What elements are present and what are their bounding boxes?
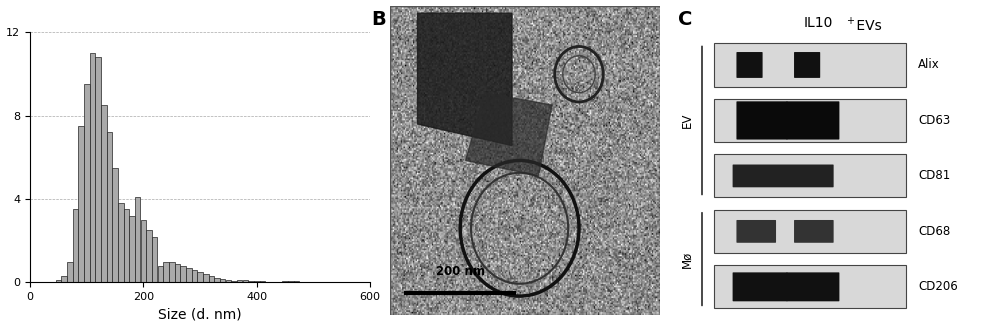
Bar — [152, 237, 157, 282]
FancyBboxPatch shape — [794, 52, 820, 78]
Bar — [56, 281, 61, 282]
Bar — [67, 262, 73, 282]
Bar — [208, 276, 214, 282]
FancyBboxPatch shape — [733, 164, 834, 187]
Text: CD68: CD68 — [918, 225, 950, 238]
Bar — [714, 154, 906, 197]
FancyBboxPatch shape — [736, 220, 776, 243]
FancyBboxPatch shape — [786, 272, 839, 301]
Bar — [169, 262, 175, 282]
Bar — [61, 276, 67, 282]
Bar — [129, 216, 135, 282]
Text: Mø: Mø — [680, 250, 694, 268]
X-axis label: Size (d. nm): Size (d. nm) — [158, 308, 242, 321]
Bar — [192, 270, 197, 282]
Bar — [84, 84, 90, 282]
Polygon shape — [466, 93, 552, 176]
Bar — [714, 43, 906, 87]
Bar — [197, 272, 203, 282]
Bar — [242, 281, 248, 282]
Bar — [101, 105, 106, 282]
Text: B: B — [371, 10, 386, 29]
Bar — [186, 268, 192, 282]
FancyBboxPatch shape — [794, 220, 834, 243]
Bar — [135, 197, 140, 282]
Bar — [714, 99, 906, 142]
Bar — [254, 281, 260, 282]
Bar — [237, 280, 242, 282]
Bar — [175, 264, 180, 282]
Bar — [78, 126, 84, 282]
Bar — [90, 53, 95, 282]
Text: +: + — [846, 16, 854, 26]
Bar — [112, 168, 118, 282]
Text: EV: EV — [680, 113, 694, 128]
FancyBboxPatch shape — [733, 272, 788, 301]
Bar — [106, 132, 112, 282]
Text: EVs: EVs — [852, 19, 882, 33]
Text: CD206: CD206 — [918, 280, 958, 293]
FancyBboxPatch shape — [736, 101, 788, 140]
Text: 200 nm: 200 nm — [436, 265, 485, 278]
Bar — [714, 210, 906, 253]
Bar — [158, 266, 163, 282]
Text: Alix: Alix — [918, 58, 940, 72]
Text: IL10: IL10 — [804, 16, 833, 30]
Bar — [203, 274, 208, 282]
Bar — [231, 281, 237, 282]
FancyBboxPatch shape — [736, 52, 763, 78]
Bar — [226, 281, 231, 282]
Bar — [714, 265, 906, 308]
Bar — [95, 57, 101, 282]
Bar — [248, 281, 254, 282]
Bar — [214, 278, 220, 282]
Bar — [220, 279, 225, 282]
FancyBboxPatch shape — [786, 101, 839, 140]
Bar — [163, 262, 169, 282]
Text: CD63: CD63 — [918, 114, 950, 127]
Bar — [180, 266, 186, 282]
Bar — [140, 220, 146, 282]
Bar — [124, 210, 129, 282]
Text: C: C — [678, 10, 692, 29]
Text: CD81: CD81 — [918, 169, 950, 182]
Bar — [118, 203, 124, 282]
Bar — [146, 230, 152, 282]
Bar — [288, 281, 294, 282]
Bar — [72, 210, 78, 282]
